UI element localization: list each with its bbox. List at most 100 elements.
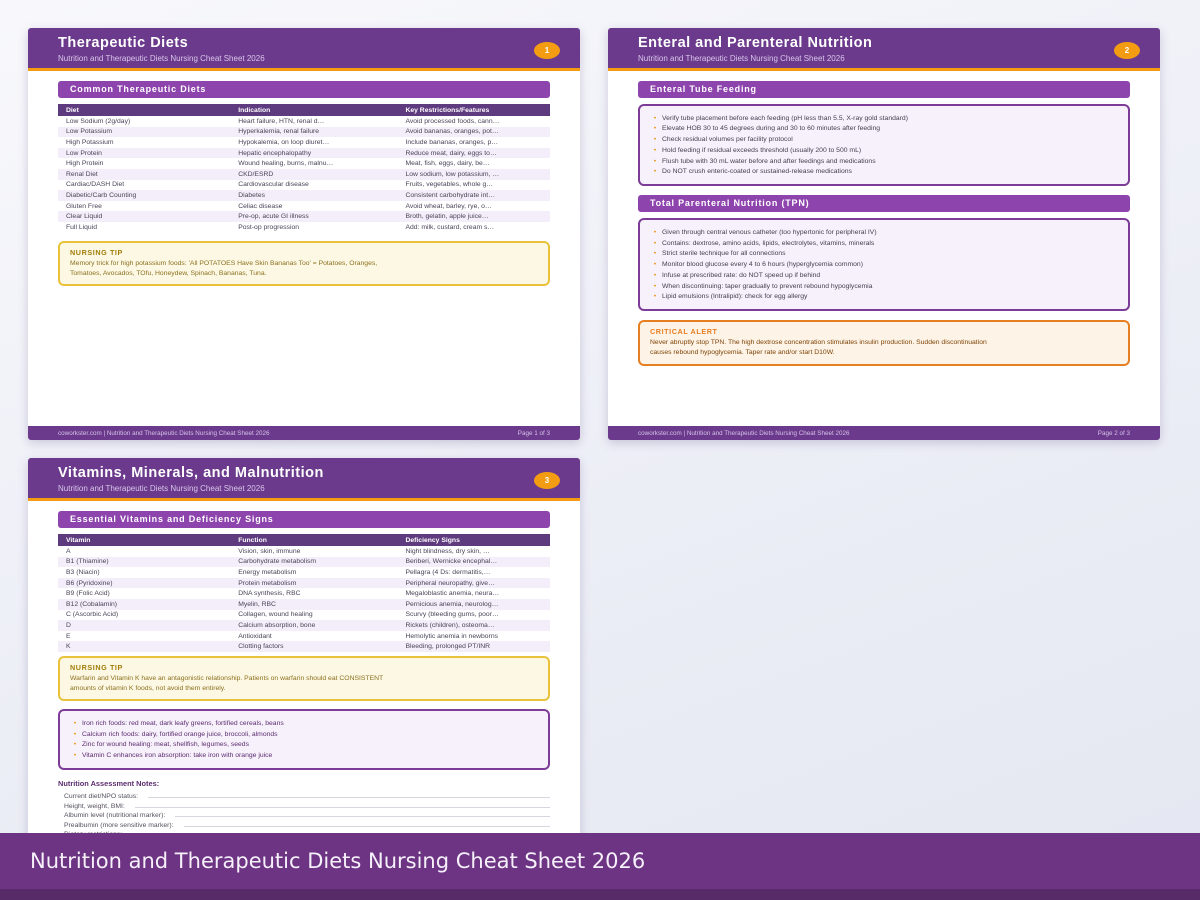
table-row: B6 (Pyridoxine) Protein metabolism Perip… (58, 577, 550, 589)
cell-vitamin: A (66, 547, 71, 555)
page-preview-3[interactable]: Vitamins, Minerals, and Malnutrition Nut… (28, 458, 580, 870)
bullet-icon (648, 239, 662, 248)
table-row: A Vision, skin, immune Night blindness, … (58, 546, 550, 557)
table-row: High Potassium Hypokalemia, on loop diur… (58, 137, 550, 148)
cell-vitamin: B9 (Folic Acid) (66, 590, 110, 598)
column-header: Function (238, 536, 267, 544)
table-body: A Vision, skin, immune Night blindness, … (58, 546, 550, 652)
list-item-text: Calcium rich foods: dairy, fortified ora… (82, 730, 278, 738)
list-item: Verify tube placement before each feedin… (648, 114, 1116, 123)
page-subtitle: Nutrition and Therapeutic Diets Nursing … (638, 54, 845, 63)
section-title: Essential Vitamins and Deficiency Signs (58, 511, 550, 528)
list-item: Elevate HOB 30 to 45 degrees during and … (648, 124, 1116, 133)
page-subtitle: Nutrition and Therapeutic Diets Nursing … (58, 54, 265, 63)
cell-function: Vision, skin, immune (238, 547, 301, 555)
page-footer: coworkster.com | Nutrition and Therapeut… (28, 426, 580, 440)
section-title: Enteral Tube Feeding (638, 81, 1130, 98)
note-field-label: Height, weight, BMI: (64, 802, 125, 810)
bullet-icon (68, 751, 82, 760)
table-row: Renal Diet CKD/ESRD Low sodium, low pota… (58, 168, 550, 180)
accent-divider (28, 68, 580, 71)
cell-diet: Low Sodium (2g/day) (66, 117, 131, 125)
accent-divider (608, 68, 1160, 71)
bullet-icon (68, 730, 82, 739)
note-field: Current diet/NPO status: (58, 791, 550, 800)
table-row: B1 (Thiamine) Carbohydrate metabolism Be… (58, 556, 550, 568)
list-item: Flush tube with 30 mL water before and a… (648, 157, 1116, 166)
bullet-icon (648, 271, 662, 280)
note-field: Albumin level (nutritional marker): (58, 810, 550, 819)
list-item-text: Given through central venous catheter (t… (662, 228, 877, 236)
vitamins-table: Vitamin Function Deficiency Signs A Visi… (58, 534, 550, 652)
list-item: When discontinuing: taper gradually to p… (648, 282, 1116, 291)
table-header-row: Diet Indication Key Restrictions/Feature… (58, 104, 550, 116)
tpn-bullet-box: Given through central venous catheter (t… (638, 218, 1130, 312)
page-preview-2[interactable]: Enteral and Parenteral Nutrition Nutriti… (608, 28, 1160, 440)
note-field-blank-line (148, 797, 550, 799)
section-title: Total Parenteral Nutrition (TPN) (638, 195, 1130, 213)
bullet-icon (648, 282, 662, 291)
bullet-icon (648, 167, 662, 176)
cell-diet: Gluten Free (66, 202, 102, 210)
cell-indication: Cardiovascular disease (238, 181, 309, 189)
cell-restrictions: Add: milk, custard, cream s… (405, 223, 495, 231)
notes-heading: Nutrition Assessment Notes: (58, 778, 160, 788)
critical-alert-box: CRITICAL ALERT Never abruptly stop TPN. … (638, 320, 1130, 366)
list-item-text: Hold feeding if residual exceeds thresho… (662, 146, 862, 154)
cell-indication: Hyperkalemia, renal failure (238, 128, 320, 136)
cell-function: Carbohydrate metabolism (238, 558, 317, 566)
column-header: Vitamin (66, 536, 91, 544)
list-item-text: Elevate HOB 30 to 45 degrees during and … (662, 125, 881, 133)
cell-indication: Celiac disease (238, 202, 283, 210)
table-row: Low Sodium (2g/day) Heart failure, HTN, … (58, 116, 550, 127)
cell-vitamin: K (66, 643, 71, 651)
page-preview-1[interactable]: Therapeutic Diets Nutrition and Therapeu… (28, 28, 580, 440)
table-row: Low Protein Hepatic encephalopathy Reduc… (58, 147, 550, 159)
cell-deficiency: Scurvy (bleeding gums, poor… (405, 611, 499, 619)
list-item: Monitor blood glucose every 4 to 6 hours… (648, 260, 1116, 269)
list-item: Strict sterile technique for all connect… (648, 249, 1116, 258)
nursing-tip-box: NURSING TIP Memory trick for high potass… (58, 240, 550, 286)
cell-diet: Full Liquid (66, 223, 97, 231)
list-item-text: Infuse at prescribed rate: do NOT speed … (662, 271, 821, 279)
cell-vitamin: E (66, 632, 71, 640)
bullet-icon (68, 740, 82, 749)
document-title-bar: Nutrition and Therapeutic Diets Nursing … (0, 833, 1200, 889)
cell-indication: Post-op progression (238, 223, 300, 231)
cell-vitamin: B1 (Thiamine) (66, 558, 109, 566)
list-item: Contains: dextrose, amino acids, lipids,… (648, 239, 1116, 248)
bullet-icon (648, 135, 662, 144)
cell-restrictions: Fruits, vegetables, whole g… (405, 181, 494, 189)
accent-divider (28, 498, 580, 501)
cell-restrictions: Broth, gelatin, apple juice… (405, 213, 489, 221)
cell-diet: Clear Liquid (66, 213, 103, 221)
bullet-icon (648, 292, 662, 301)
cell-vitamin: C (Ascorbic Acid) (66, 611, 119, 619)
table-row: Full Liquid Post-op progression Add: mil… (58, 221, 550, 233)
page-header: Enteral and Parenteral Nutrition Nutriti… (608, 28, 1160, 68)
cell-deficiency: Pernicious anemia, neurolog… (405, 600, 499, 608)
bullet-icon (648, 228, 662, 237)
cell-deficiency: Megaloblastic anemia, neura… (405, 590, 500, 598)
cell-deficiency: Rickets (children), osteoma… (405, 621, 495, 629)
cell-function: DNA synthesis, RBC (238, 590, 301, 598)
list-item: Vitamin C enhances iron absorption: take… (68, 751, 536, 760)
nursing-tip-text: Warfarin and Vitamin K have an antagonis… (70, 674, 384, 693)
cell-indication: Heart failure, HTN, renal d… (238, 117, 325, 125)
note-field-blank-line (183, 825, 550, 827)
list-item-text: Strict sterile technique for all connect… (662, 250, 786, 258)
table-row: Cardiac/DASH Diet Cardiovascular disease… (58, 179, 550, 191)
page-number-badge: 2 (1114, 42, 1140, 59)
cell-restrictions: Avoid wheat, barley, rye, o… (405, 202, 492, 210)
cell-diet: Low Potassium (66, 128, 113, 136)
column-header: Deficiency Signs (405, 536, 460, 544)
list-item-text: Vitamin C enhances iron absorption: take… (82, 752, 273, 760)
list-item-text: Contains: dextrose, amino acids, lipids,… (662, 239, 875, 247)
nursing-tip-box: NURSING TIP Warfarin and Vitamin K have … (58, 655, 550, 702)
cell-deficiency: Pellagra (4 Ds: dermatitis,… (405, 568, 491, 576)
list-item: Iron rich foods: red meat, dark leafy gr… (68, 719, 536, 728)
table-row: Clear Liquid Pre-op, acute GI illness Br… (58, 211, 550, 222)
list-item-text: Lipid emulsions (Intralipid): check for … (662, 293, 808, 301)
cell-deficiency: Hemolytic anemia in newborns (405, 632, 499, 640)
cell-diet: High Potassium (66, 138, 114, 146)
